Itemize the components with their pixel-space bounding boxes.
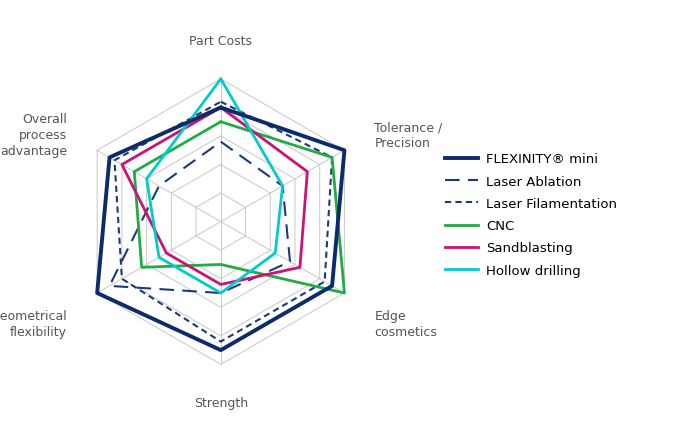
Text: Edge
cosmetics: Edge cosmetics — [375, 309, 437, 338]
Legend: FLEXINITY® mini, Laser Ablation, Laser Filamentation, CNC, Sandblasting, Hollow : FLEXINITY® mini, Laser Ablation, Laser F… — [442, 149, 621, 281]
Text: Overall
process
advantage: Overall process advantage — [0, 113, 67, 158]
Text: Tolerance /
Precision: Tolerance / Precision — [375, 121, 443, 150]
Text: Geometrical
flexibility: Geometrical flexibility — [0, 309, 67, 338]
Text: Strength: Strength — [194, 396, 248, 409]
Text: Part Costs: Part Costs — [189, 35, 253, 48]
